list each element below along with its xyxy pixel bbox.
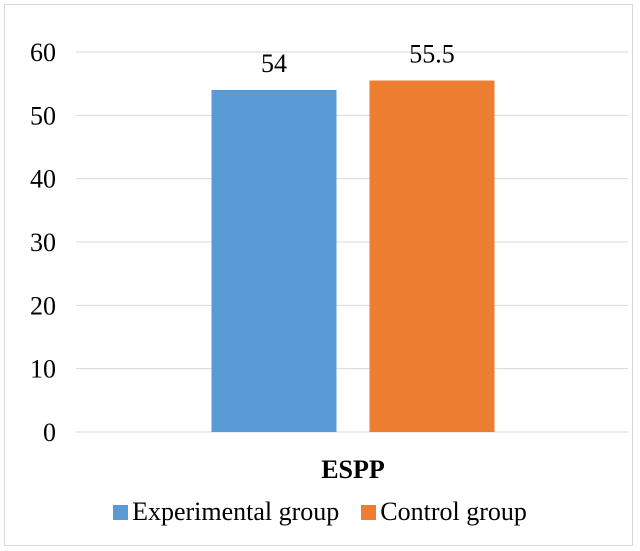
data-label-experimental-group: 54 — [261, 49, 287, 78]
legend: Experimental group Control group — [0, 497, 640, 527]
x-axis-categories: ESPP — [321, 455, 385, 484]
y-tick-label-50: 50 — [30, 101, 56, 130]
y-tick-label-20: 20 — [30, 291, 56, 320]
legend-swatch-control — [361, 504, 377, 520]
legend-entry-experimental: Experimental group — [113, 497, 339, 527]
bar-control-group — [369, 80, 495, 432]
y-axis-ticks: 0 10 20 30 40 50 60 — [30, 38, 56, 447]
y-tick-label-40: 40 — [30, 165, 56, 194]
y-tick-label-10: 10 — [30, 355, 56, 384]
data-labels: 54 55.5 — [261, 40, 455, 79]
y-tick-label-0: 0 — [43, 418, 56, 447]
data-label-control-group: 55.5 — [409, 40, 455, 69]
bar-experimental-group — [211, 90, 337, 432]
y-tick-label-30: 30 — [30, 228, 56, 257]
legend-label-control: Control group — [380, 497, 527, 526]
legend-entry-control: Control group — [361, 497, 527, 527]
bars — [211, 80, 495, 432]
legend-label-experimental: Experimental group — [132, 497, 340, 526]
x-category-label: ESPP — [321, 455, 385, 484]
y-tick-label-60: 60 — [30, 38, 56, 67]
legend-swatch-experimental — [113, 504, 129, 520]
gridlines — [76, 51, 628, 433]
